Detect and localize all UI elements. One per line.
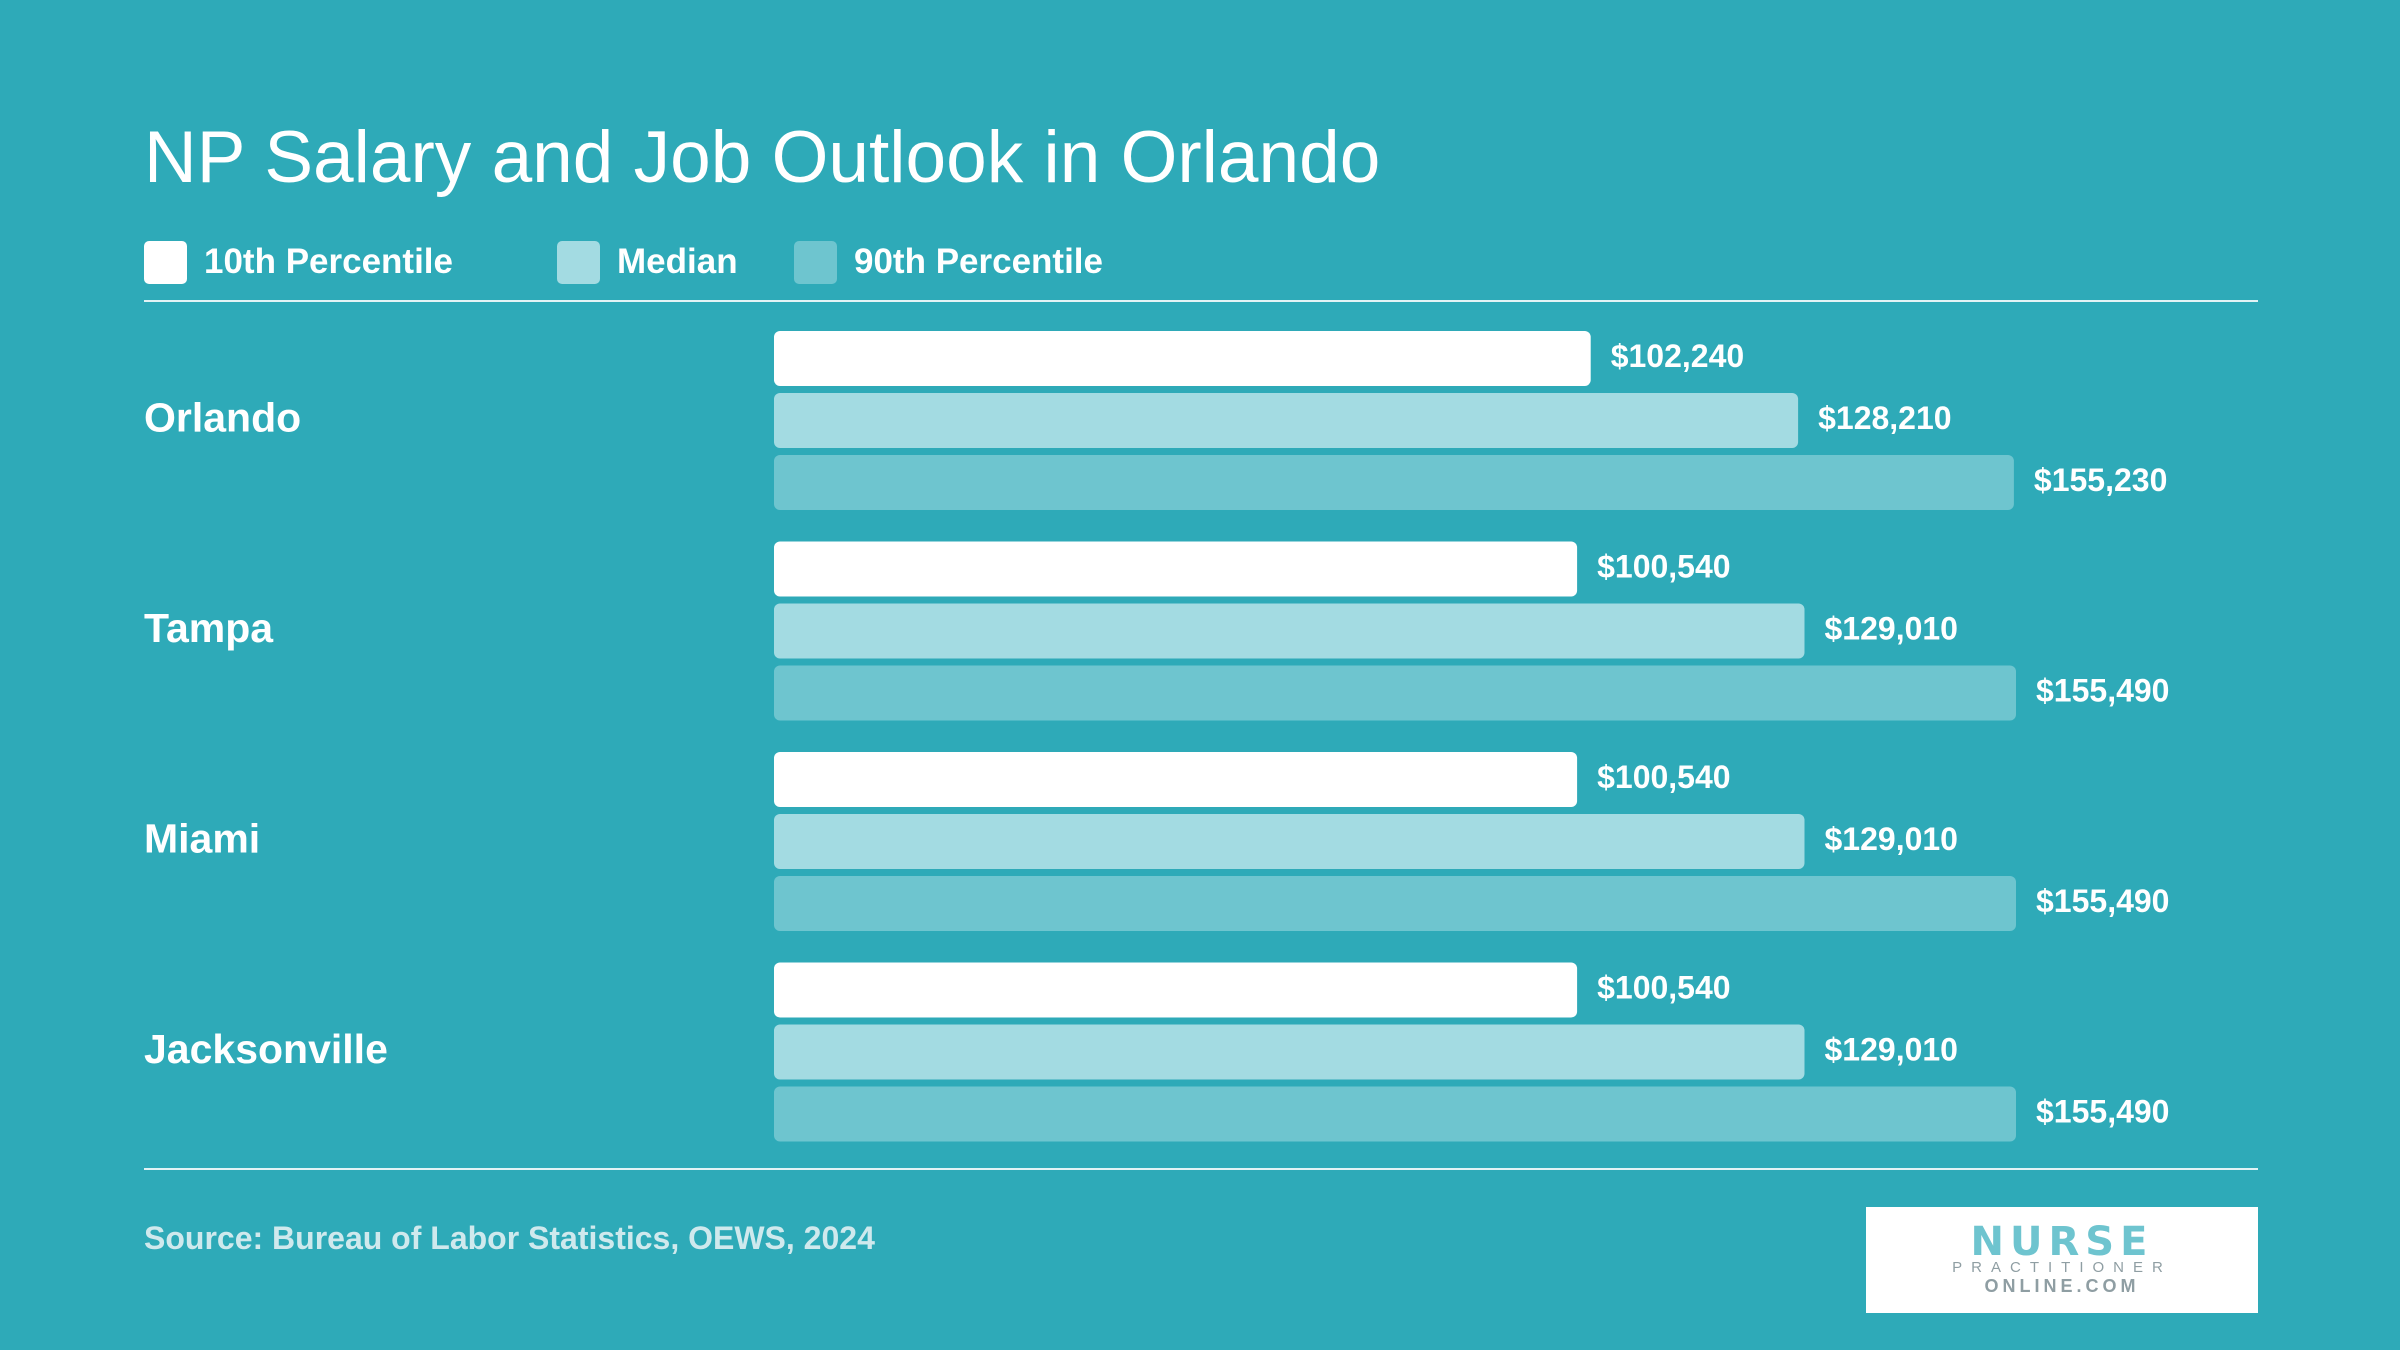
- category-label: Tampa: [144, 605, 274, 651]
- value-label: $155,230: [2034, 462, 2167, 498]
- category-label: Miami: [144, 815, 260, 861]
- bar-10th-percentile: [774, 752, 1578, 807]
- legend-label: 90th Percentile: [854, 242, 1103, 281]
- bar-90th-percentile: [774, 1086, 2016, 1142]
- legend-item-median: Median: [557, 240, 738, 284]
- bar-10th-percentile: [774, 541, 1578, 597]
- bar-median: [774, 393, 1799, 448]
- value-label: $155,490: [2036, 1093, 2169, 1129]
- value-label: $155,490: [2036, 672, 2169, 708]
- bar-10th-percentile: [774, 331, 1591, 386]
- category-label: Orlando: [144, 394, 301, 440]
- legend-item-90th-percentile: 90th Percentile: [794, 240, 1103, 284]
- bar-90th-percentile: [774, 665, 2016, 721]
- logo-text-nurse: NURSE: [1970, 1219, 2154, 1265]
- bar-10th-percentile: [774, 962, 1578, 1018]
- legend-swatch-90th-percentile: [794, 240, 837, 284]
- value-label: $128,210: [1818, 400, 1951, 436]
- divider-top: [144, 300, 2258, 302]
- chart-title: NP Salary and Job Outlook in Orlando: [144, 117, 1381, 198]
- value-label: $155,490: [2036, 883, 2169, 919]
- nurse-practitioner-online-logo: NURSE PRACTITIONER ONLINE.COM: [1866, 1207, 2258, 1313]
- bar-90th-percentile: [774, 876, 2016, 931]
- bar-median: [774, 603, 1805, 659]
- value-label: $129,010: [1825, 1031, 1958, 1067]
- value-label: $100,540: [1597, 548, 1730, 584]
- logo-text-practitioner: PRACTITIONER: [1952, 1259, 2172, 1276]
- value-label: $100,540: [1597, 759, 1730, 795]
- legend-swatch-10th-percentile: [144, 240, 187, 284]
- bar-90th-percentile: [774, 455, 2014, 510]
- value-label: $129,010: [1825, 821, 1958, 857]
- divider-bottom: [144, 1168, 2258, 1170]
- value-label: $129,010: [1825, 610, 1958, 646]
- legend: 10th Percentile Median 90th Percentile: [144, 240, 1544, 284]
- category-label: Jacksonville: [144, 1026, 388, 1072]
- source-note: Source: Bureau of Labor Statistics, OEWS…: [144, 1220, 875, 1256]
- legend-label: 10th Percentile: [204, 242, 453, 281]
- value-label: $102,240: [1611, 338, 1744, 374]
- legend-item-10th-percentile: 10th Percentile: [144, 240, 453, 284]
- value-label: $100,540: [1597, 969, 1730, 1005]
- legend-label: Median: [617, 242, 738, 281]
- bar-median: [774, 814, 1805, 869]
- legend-swatch-median: [557, 240, 600, 284]
- bar-median: [774, 1024, 1805, 1080]
- logo-text-online: ONLINE.COM: [1984, 1276, 2140, 1296]
